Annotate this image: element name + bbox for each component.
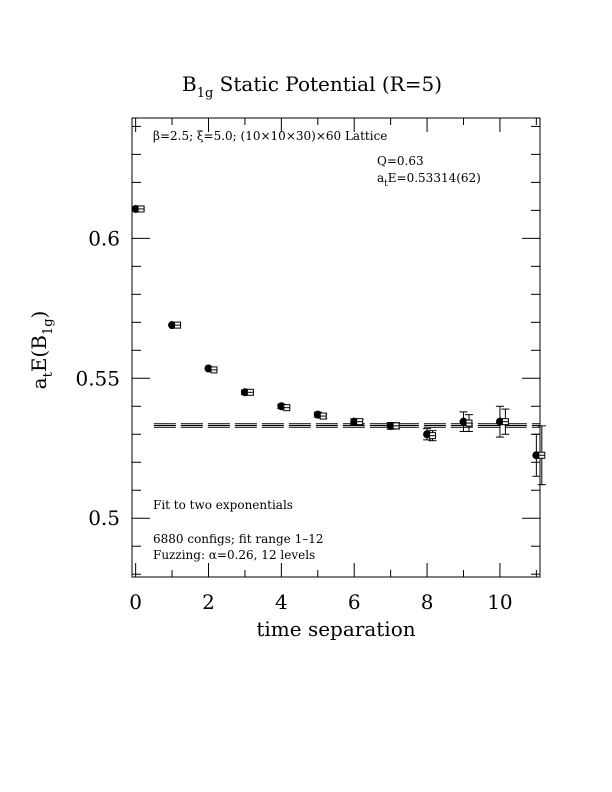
annotation-configs: 6880 configs; fit range 1–12 [153,532,324,546]
annotation-lattice: β=2.5; ξ=5.0; (10×10×30)×60 Lattice [153,129,387,143]
x-tick-label: 6 [348,590,361,614]
ylabel-end: ) [27,311,51,319]
annotation-fit-method: Fit to two exponentials [153,498,293,512]
svg-text:B1g Static Potential (R=5): B1g Static Potential (R=5) [182,72,442,101]
y-tick-label: 0.5 [88,506,120,530]
ylabel-a: a [27,377,51,389]
x-tick-label: 10 [487,590,512,614]
ylabel-mid: E(B [27,335,51,372]
title-main: B [182,72,197,96]
ylabel-b-sub: 1g [41,318,56,335]
x-tick-label: 0 [129,590,142,614]
annotations: β=2.5; ξ=5.0; (10×10×30)×60 Lattice Q=0.… [153,129,481,562]
annotation-ate-sub: t [384,179,388,189]
x-tick-label: 8 [421,590,434,614]
title-subscript: 1g [197,86,214,101]
plot-frame [131,117,541,578]
x-axis-ticks: 0 2 4 6 8 10 [129,118,537,614]
x-axis-title: time separation [256,617,415,641]
annotation-ate-rest: E=0.53314(62) [388,171,481,185]
x-axis-label: time separation [256,617,415,641]
annotation-ate: atE=0.53314(62) [377,171,481,189]
annotation-ate-a: a [377,171,384,185]
x-tick-label: 4 [275,590,288,614]
data-points [131,204,546,486]
svg-text:atE(B1g): atE(B1g) [27,311,56,390]
chart-title: B1g Static Potential (R=5) [182,72,442,101]
ylabel-a-sub: t [41,371,56,377]
y-axis-ticks: 0.5 0.55 0.6 [75,125,540,575]
x-tick-label: 2 [202,590,215,614]
annotation-fuzzing: Fuzzing: α=0.26, 12 levels [153,548,315,562]
title-rest: Static Potential (R=5) [213,72,442,96]
annotation-q: Q=0.63 [377,154,424,168]
y-tick-label: 0.55 [75,366,120,390]
y-axis-label: atE(B1g) [27,311,56,390]
fit-band [153,423,540,428]
y-tick-label: 0.6 [88,226,120,250]
